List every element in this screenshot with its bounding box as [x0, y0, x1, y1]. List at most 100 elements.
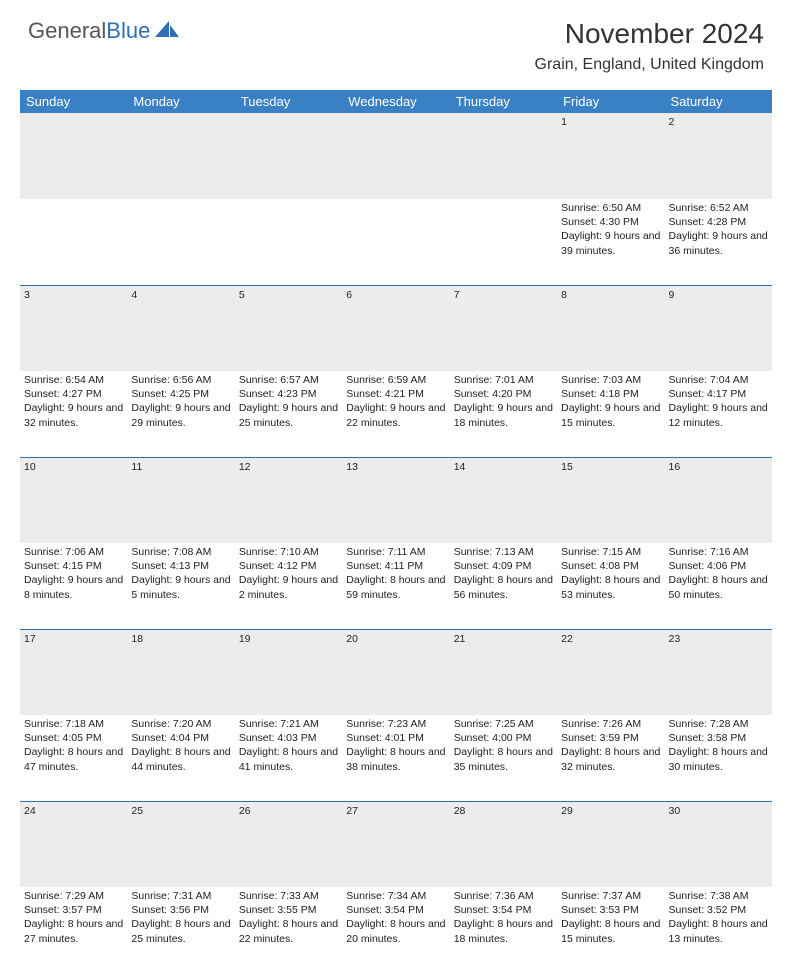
- daylight-text: Daylight: 8 hours and 32 minutes.: [561, 745, 660, 773]
- day-cell: Sunrise: 7:03 AMSunset: 4:18 PMDaylight:…: [557, 371, 664, 457]
- sunset-text: Sunset: 4:03 PM: [239, 731, 338, 745]
- day-number-row: 12: [20, 113, 772, 199]
- day-content-row: Sunrise: 7:06 AMSunset: 4:15 PM Daylight:…: [20, 543, 772, 629]
- sunset-text: Sunset: 3:56 PM: [131, 903, 230, 917]
- weekday-header: Thursday: [450, 90, 557, 113]
- sunrise-text: Sunrise: 7:37 AM: [561, 889, 660, 903]
- day-number: 7: [450, 285, 557, 371]
- day-number: 13: [342, 457, 449, 543]
- weekday-header: Monday: [127, 90, 234, 113]
- day-number: 28: [450, 801, 557, 887]
- daylight-text: Daylight: 9 hours and 39 minutes.: [561, 229, 660, 257]
- day-cell: Sunrise: 7:26 AMSunset: 3:59 PMDaylight:…: [557, 715, 664, 801]
- sunset-text: Sunset: 4:17 PM: [669, 387, 768, 401]
- daylight-text: Daylight: 8 hours and 59 minutes.: [346, 573, 445, 601]
- day-cell: Sunrise: 7:21 AMSunset: 4:03 PMDaylight:…: [235, 715, 342, 801]
- sail-icon: [155, 19, 179, 44]
- sunrise-text: Sunrise: 7:31 AM: [131, 889, 230, 903]
- logo-part2: Blue: [106, 18, 150, 43]
- day-cell-content: Sunrise: 7:26 AMSunset: 3:59 PMDaylight:…: [561, 717, 660, 774]
- day-number: [342, 113, 449, 199]
- daylight-text: Daylight: 8 hours and 27 minutes.: [24, 917, 123, 945]
- day-cell: Sunrise: 7:25 AMSunset: 4:00 PMDaylight:…: [450, 715, 557, 801]
- day-number: [127, 113, 234, 199]
- day-number: 4: [127, 285, 234, 371]
- weekday-header: Tuesday: [235, 90, 342, 113]
- day-number: 27: [342, 801, 449, 887]
- daylight-text: Daylight: 9 hours and 22 minutes.: [346, 401, 445, 429]
- sunset-text: Sunset: 3:54 PM: [346, 903, 445, 917]
- daylight-text: Daylight: 8 hours and 50 minutes.: [669, 573, 768, 601]
- sunrise-text: Sunrise: 7:03 AM: [561, 373, 660, 387]
- daylight-text: Daylight: 8 hours and 30 minutes.: [669, 745, 768, 773]
- day-cell: Sunrise: 6:50 AMSunset: 4:30 PMDaylight:…: [557, 199, 664, 285]
- sunrise-text: Sunrise: 7:26 AM: [561, 717, 660, 731]
- sunset-text: Sunset: 4:04 PM: [131, 731, 230, 745]
- day-number: 25: [127, 801, 234, 887]
- daylight-text: Daylight: 9 hours and 32 minutes.: [24, 401, 123, 429]
- day-cell: Sunrise: 7:28 AMSunset: 3:58 PMDaylight:…: [665, 715, 772, 801]
- sunrise-text: Sunrise: 7:15 AM: [561, 545, 660, 559]
- sunrise-text: Sunrise: 7:25 AM: [454, 717, 553, 731]
- day-number: 9: [665, 285, 772, 371]
- daylight-text: Daylight: 8 hours and 44 minutes.: [131, 745, 230, 773]
- sunset-text: Sunset: 3:53 PM: [561, 903, 660, 917]
- day-cell-content: Sunrise: 7:08 AMSunset: 4:13 PMDaylight:…: [131, 545, 230, 602]
- title-block: November 2024 Grain, England, United Kin…: [535, 18, 764, 74]
- day-number: 24: [20, 801, 127, 887]
- sunrise-text: Sunrise: 6:56 AM: [131, 373, 230, 387]
- day-content-row: Sunrise: 7:18 AMSunset: 4:05 PMDaylight:…: [20, 715, 772, 801]
- day-cell: [127, 199, 234, 285]
- sunrise-text: Sunrise: 7:11 AM: [346, 545, 445, 559]
- month-title: November 2024: [535, 18, 764, 50]
- sunrise-text: Sunrise: 7:33 AM: [239, 889, 338, 903]
- daylight-text: Daylight: 8 hours and 35 minutes.: [454, 745, 553, 773]
- daylight-text: Daylight: 9 hours and 25 minutes.: [239, 401, 338, 429]
- day-number: [20, 113, 127, 199]
- daylight-text: Daylight: 8 hours and 56 minutes.: [454, 573, 553, 601]
- day-cell: Sunrise: 7:29 AMSunset: 3:57 PMDaylight:…: [20, 887, 127, 973]
- day-cell-content: Sunrise: 7:20 AMSunset: 4:04 PMDaylight:…: [131, 717, 230, 774]
- day-number: 23: [665, 629, 772, 715]
- daylight-text: Daylight: 8 hours and 15 minutes.: [561, 917, 660, 945]
- day-cell: Sunrise: 6:54 AMSunset: 4:27 PMDaylight:…: [20, 371, 127, 457]
- day-number: 29: [557, 801, 664, 887]
- sunrise-text: Sunrise: 7:28 AM: [669, 717, 768, 731]
- daylight-text: Daylight: 9 hours and 36 minutes.: [669, 229, 768, 257]
- logo-text: GeneralBlue: [28, 18, 150, 44]
- day-cell-content: Sunrise: 6:52 AMSunset: 4:28 PMDaylight:…: [669, 201, 768, 258]
- sunset-text: Sunset: 4:11 PM: [346, 559, 445, 573]
- sunrise-text: Sunrise: 7:06 AM: [24, 545, 123, 559]
- day-cell: Sunrise: 6:59 AMSunset: 4:21 PMDaylight:…: [342, 371, 449, 457]
- day-number-row: 17181920212223: [20, 629, 772, 715]
- day-cell: [450, 199, 557, 285]
- sunset-text: Sunset: 3:54 PM: [454, 903, 553, 917]
- day-cell: Sunrise: 7:23 AMSunset: 4:01 PMDaylight:…: [342, 715, 449, 801]
- day-number: 11: [127, 457, 234, 543]
- daylight-text: Daylight: 8 hours and 13 minutes.: [669, 917, 768, 945]
- day-cell-content: Sunrise: 6:56 AMSunset: 4:25 PMDaylight:…: [131, 373, 230, 430]
- daylight-text: Daylight: 8 hours and 38 minutes.: [346, 745, 445, 773]
- sunrise-text: Sunrise: 6:59 AM: [346, 373, 445, 387]
- header: GeneralBlue November 2024 Grain, England…: [0, 0, 792, 82]
- day-cell: Sunrise: 7:38 AMSunset: 3:52 PMDaylight:…: [665, 887, 772, 973]
- day-cell: Sunrise: 6:52 AMSunset: 4:28 PMDaylight:…: [665, 199, 772, 285]
- sunrise-text: Sunrise: 7:16 AM: [669, 545, 768, 559]
- day-number: 5: [235, 285, 342, 371]
- day-cell-content: Sunrise: 7:23 AMSunset: 4:01 PMDaylight:…: [346, 717, 445, 774]
- day-cell-content: Sunrise: 7:38 AMSunset: 3:52 PMDaylight:…: [669, 889, 768, 946]
- day-number: 15: [557, 457, 664, 543]
- day-number: [450, 113, 557, 199]
- day-cell-content: Sunrise: 7:31 AMSunset: 3:56 PMDaylight:…: [131, 889, 230, 946]
- day-content-row: Sunrise: 7:29 AMSunset: 3:57 PMDaylight:…: [20, 887, 772, 973]
- sunrise-text: Sunrise: 7:38 AM: [669, 889, 768, 903]
- sunset-text: Sunset: 4:15 PM: [24, 559, 123, 573]
- day-cell-content: Sunrise: 6:59 AMSunset: 4:21 PMDaylight:…: [346, 373, 445, 430]
- sunrise-text: Sunrise: 6:52 AM: [669, 201, 768, 215]
- day-cell: [20, 199, 127, 285]
- sunrise-text: Sunrise: 7:01 AM: [454, 373, 553, 387]
- day-cell-content: Sunrise: 7:16 AMSunset: 4:06 PMDaylight:…: [669, 545, 768, 602]
- sunset-text: Sunset: 4:25 PM: [131, 387, 230, 401]
- sunrise-text: Sunrise: 7:29 AM: [24, 889, 123, 903]
- calendar-table: SundayMondayTuesdayWednesdayThursdayFrid…: [20, 90, 772, 973]
